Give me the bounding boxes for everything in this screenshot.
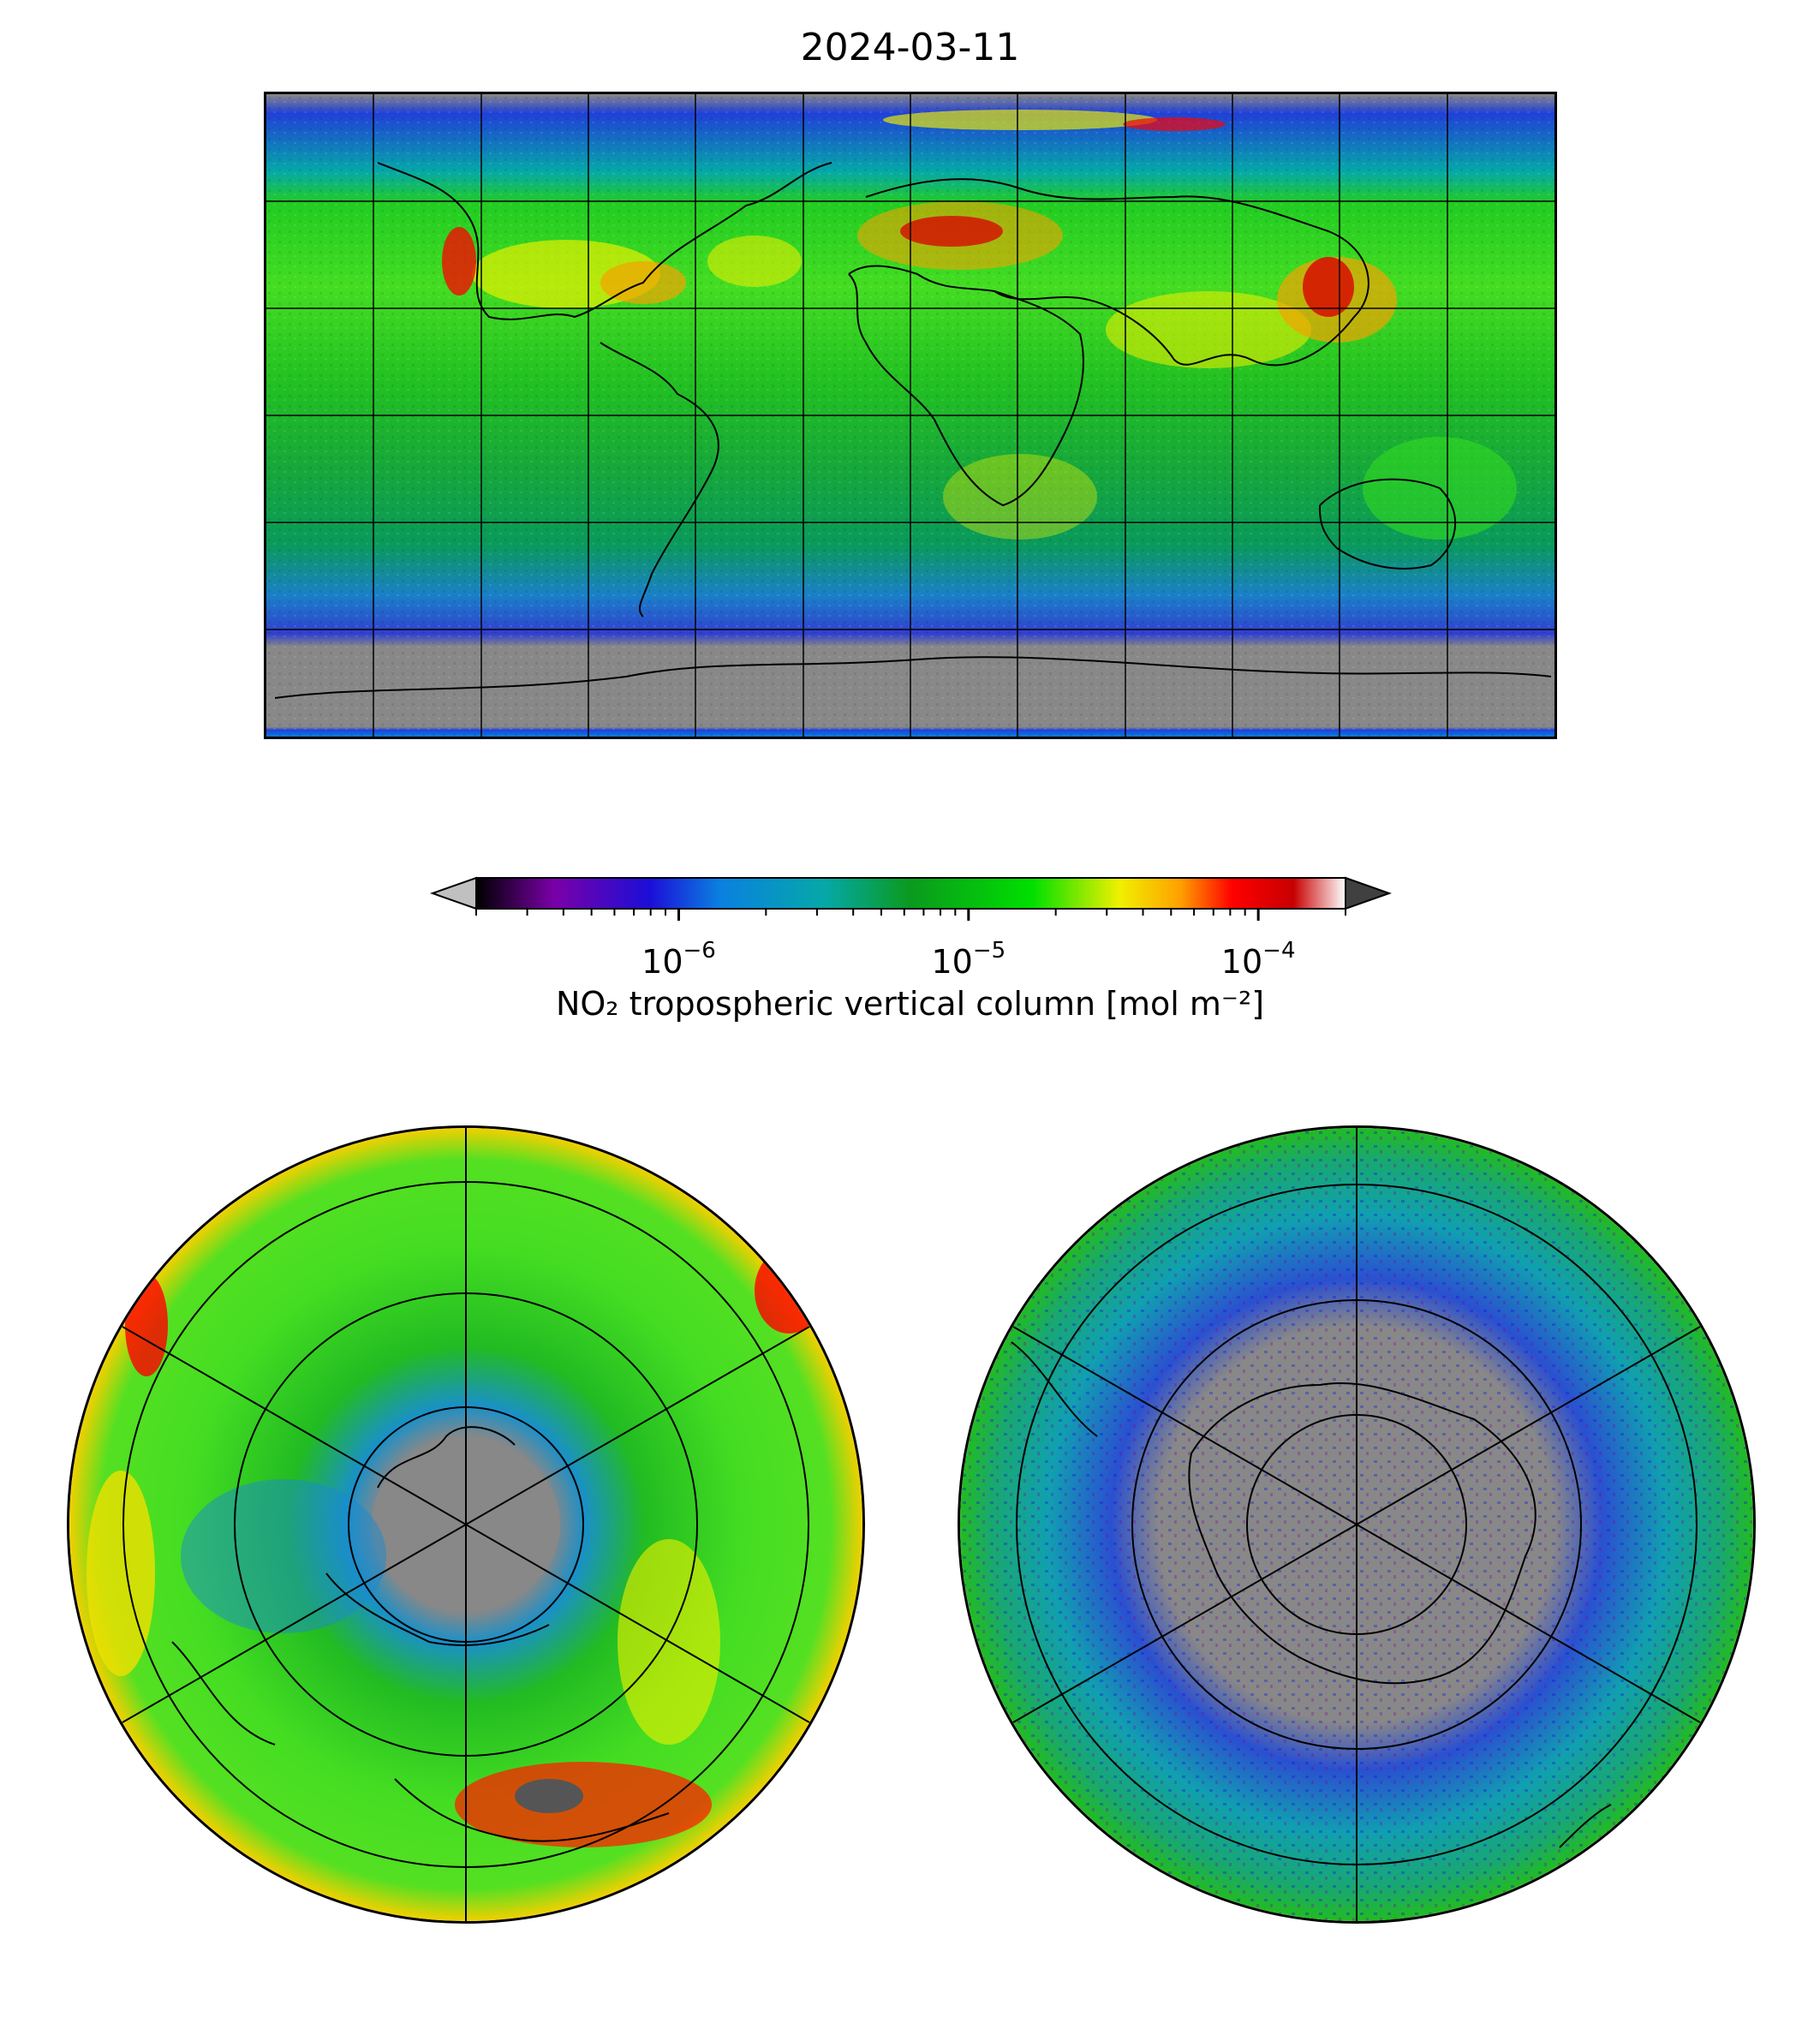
global-map-canvas bbox=[266, 94, 1554, 737]
colorbar-tick-label: 10−4 bbox=[1220, 938, 1296, 981]
colorbar-over-extend bbox=[1345, 876, 1393, 910]
colorbar-tick-label: 10−5 bbox=[931, 938, 1006, 981]
colorbar-under-extend bbox=[429, 876, 477, 910]
gridlines bbox=[266, 94, 1554, 737]
colorbar-label: NO₂ tropospheric vertical column [mol m⁻… bbox=[555, 985, 1265, 1023]
south-polar-canvas bbox=[960, 1128, 1753, 1921]
south-polar-map bbox=[958, 1125, 1756, 1924]
colorbar-gradient bbox=[475, 877, 1346, 910]
global-map bbox=[264, 92, 1557, 739]
coastlines bbox=[274, 162, 1552, 699]
figure-title: 2024-03-11 bbox=[800, 26, 1020, 69]
north-polar-canvas bbox=[69, 1128, 862, 1921]
north-polar-map bbox=[67, 1125, 865, 1924]
colorbar-tick-label: 10−6 bbox=[641, 938, 716, 981]
